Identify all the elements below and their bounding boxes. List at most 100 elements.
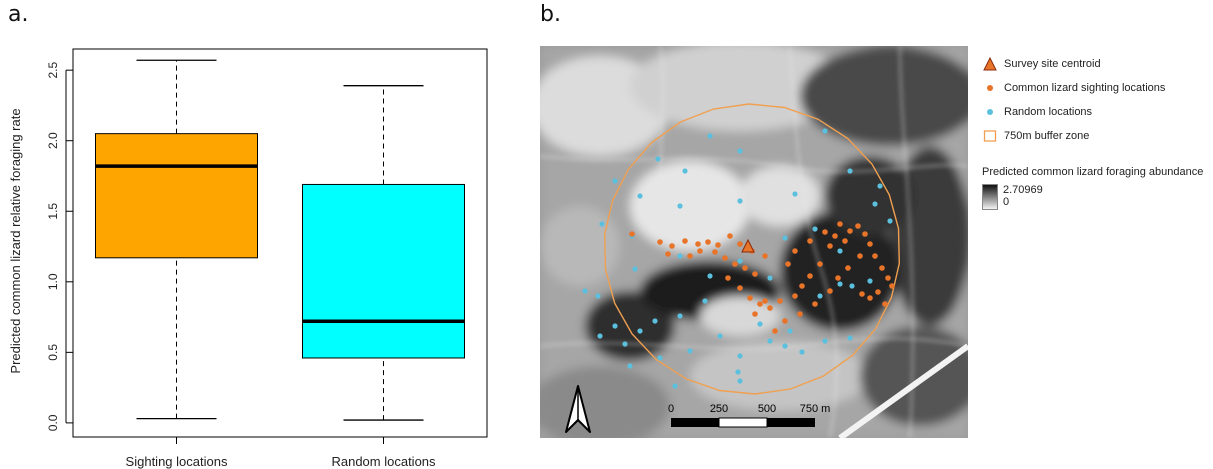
random-location-point [612,178,618,184]
scale-label-250: 250 [710,403,728,415]
sighting-location-point [812,301,818,307]
sighting-location-point [785,261,791,267]
sighting-location-point [799,283,805,289]
random-location-point [822,338,828,344]
sighting-location-point [835,275,841,281]
random-location-point [657,355,663,361]
iqr-box [95,133,258,259]
random-location-point [867,278,873,284]
random-location-point [737,353,743,359]
sighting-location-point [737,241,743,247]
legend-item-random: Random locations [982,100,1203,124]
sighting-location-point [847,228,853,234]
sighting-location-point [732,261,738,267]
random-location-point [637,328,643,334]
random-location-point [655,156,661,162]
sighting-location-point [867,241,873,247]
plot-frame [72,48,488,438]
sighting-location-point [762,253,768,259]
sighting-location-point [727,233,733,239]
sighting-location-point [762,298,768,304]
raster-legend: Predicted common lizard foraging abundan… [982,166,1203,210]
sighting-location-point [747,295,753,301]
random-location-point [837,281,843,287]
random-location-point [872,201,878,207]
x-tick-label: Random locations [331,454,436,469]
random-location-point [682,168,688,174]
triangle-icon [982,56,998,72]
y-tick-label: 2.5 [46,61,60,78]
random-location-point [812,226,818,232]
random-location-point [877,183,883,189]
random-location-point [737,198,743,204]
legend-label: 750m buffer zone [1004,130,1090,142]
main-road [838,343,968,438]
square-outline-icon [982,128,998,144]
dot-icon [982,104,998,120]
sighting-location-point [665,251,671,257]
random-location-point [702,298,708,304]
raster-legend-min: 0 [1003,196,1010,208]
legend-item-buffer: 750m buffer zone [982,124,1203,148]
sighting-location-point [859,291,865,297]
y-tick-label: 1.0 [46,273,60,290]
y-tick-label: 0.0 [46,414,60,431]
y-tick-label: 0.5 [46,344,60,361]
box-random: Random locations [302,85,465,469]
sighting-location-point [889,283,895,289]
sighting-location-point [807,273,813,279]
scale-label-750: 750 m [800,403,831,415]
random-location-point [652,318,658,324]
sighting-location-point [752,271,758,277]
random-location-point [767,275,773,281]
random-location-point [782,235,788,241]
y-axis-label: Predicted common lizard relative foragin… [8,108,23,373]
sighting-location-point [822,229,828,235]
random-location-point [757,321,763,327]
sighting-location-point [845,265,851,271]
sighting-location-point [682,238,688,244]
sighting-location-point [697,248,703,254]
buffer-zone [603,103,901,395]
random-location-point [849,283,855,289]
sighting-location-point [722,255,728,261]
random-location-point [735,369,741,375]
sighting-location-point [712,249,718,255]
sighting-location-point [657,239,663,245]
panel-label-b: b. [540,2,561,27]
sighting-location-point [772,328,778,334]
sighting-location-point [742,265,748,271]
sighting-location-point [695,241,701,247]
sighting-location-point [777,298,783,304]
sighting-location-point [885,275,891,281]
scale-bar: 0 250 500 750 m [668,403,831,428]
y-tick-label: 1.5 [46,203,60,220]
sighting-location-point [792,293,798,299]
sighting-location-point [737,285,743,291]
random-locations-layer [582,128,893,389]
random-location-point [677,313,683,319]
foraging-map: 0 250 500 750 m [540,46,968,438]
legend-item-centroid: Survey site centroid [982,52,1203,76]
random-location-point [677,253,683,259]
random-location-point [837,248,843,254]
random-location-point [799,349,805,355]
random-location-point [717,333,723,339]
random-location-point [632,266,638,272]
sighting-location-point [827,243,833,249]
random-location-point [582,288,588,294]
random-location-point [782,343,788,349]
sighting-location-point [705,239,711,245]
sighting-location-point [687,253,693,259]
random-location-point [687,348,693,354]
random-location-point [737,258,743,264]
sighting-location-point [842,238,848,244]
buffer-zone-outline [603,103,901,395]
north-arrow-icon [565,385,591,433]
sighting-location-point [879,265,885,271]
random-location-point [677,203,683,209]
sighting-location-point [629,231,635,237]
sighting-location-point [867,295,873,301]
raster-legend-max: 2.70969 [1003,184,1043,196]
sighting-location-point [767,305,773,311]
